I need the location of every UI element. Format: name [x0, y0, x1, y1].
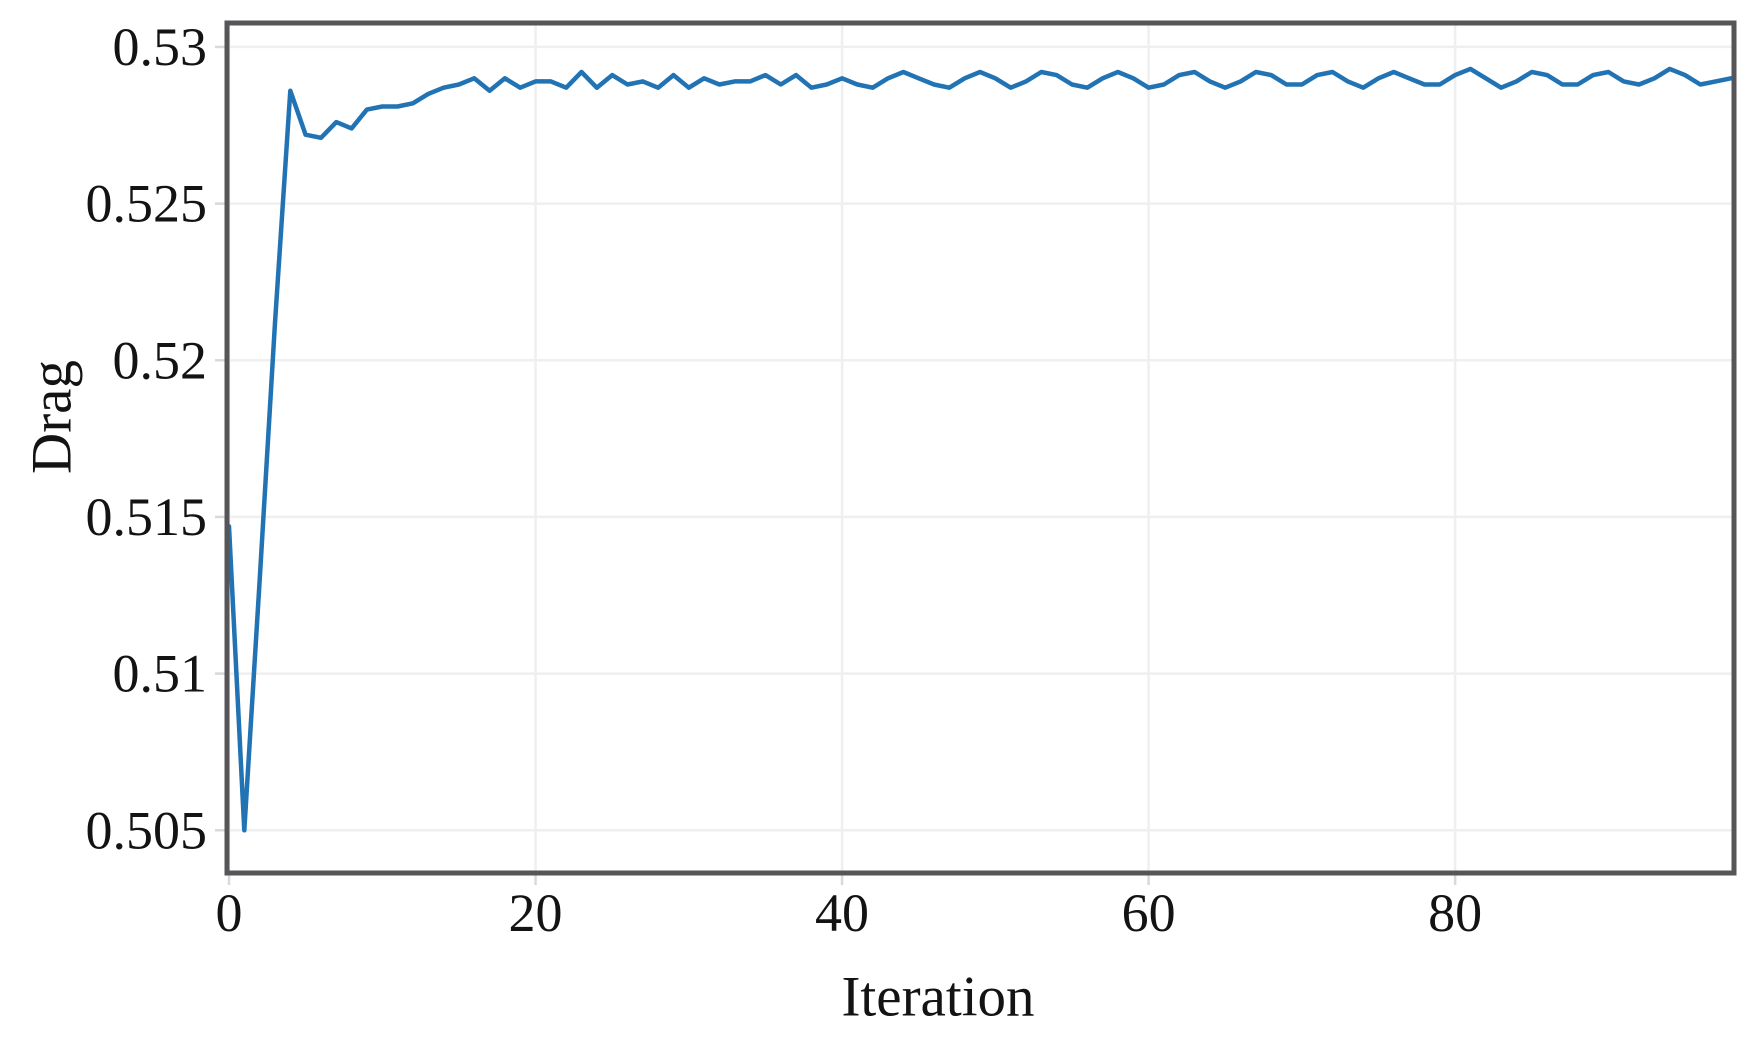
y-tick-label: 0.515 — [86, 487, 208, 547]
y-tick-label: 0.51 — [113, 644, 208, 704]
gridlines — [227, 23, 1734, 873]
drag-line-series — [226, 66, 1734, 833]
x-tick-label: 80 — [1428, 883, 1482, 943]
y-tick-label: 0.505 — [86, 800, 208, 860]
x-tick-label: 20 — [509, 883, 563, 943]
x-tick-label: 60 — [1122, 883, 1176, 943]
x-tick-label: 0 — [216, 883, 243, 943]
tick-marks — [215, 45, 1457, 885]
x-tick-label: 40 — [815, 883, 869, 943]
line-series-layer — [226, 66, 1734, 833]
tick-labels: 0.505 0.51 0.515 0.52 0.525 0.53 0 20 40 60 80 — [86, 17, 1483, 943]
plot-border — [224, 20, 1737, 876]
y-axis-label: Drag — [21, 360, 84, 474]
y-tick-label: 0.525 — [86, 174, 208, 234]
y-tick-label: 0.53 — [113, 17, 208, 77]
x-axis-label: Iteration — [841, 966, 1034, 1029]
y-tick-label: 0.52 — [113, 330, 208, 390]
